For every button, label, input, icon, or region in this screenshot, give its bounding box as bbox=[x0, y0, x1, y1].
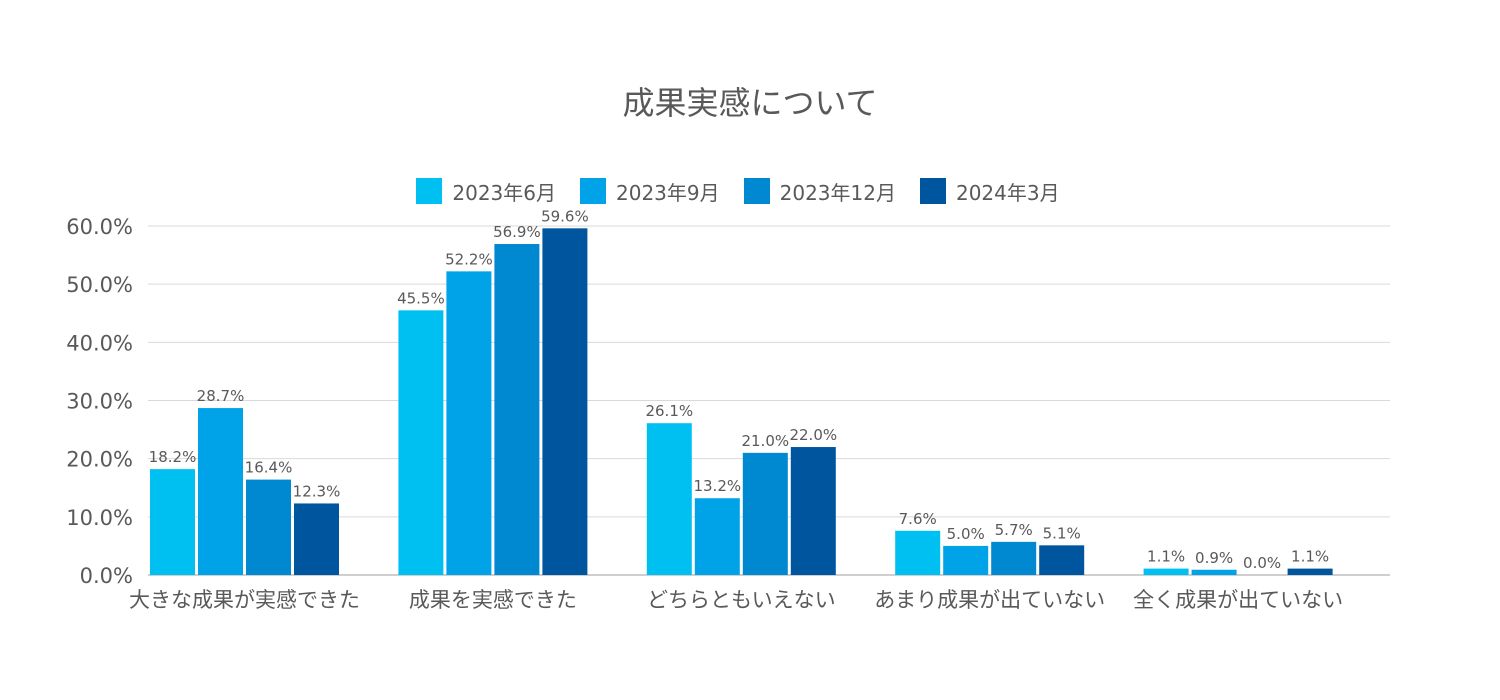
data-label: 52.2% bbox=[445, 250, 493, 268]
legend-swatch bbox=[743, 178, 770, 204]
data-label: 56.9% bbox=[493, 223, 541, 241]
legend-swatch bbox=[919, 178, 946, 204]
data-label: 28.7% bbox=[197, 387, 245, 405]
data-label: 22.0% bbox=[789, 426, 837, 444]
bar bbox=[150, 469, 195, 575]
data-label: 12.3% bbox=[293, 482, 341, 500]
y-tick-label: 10.0% bbox=[66, 506, 133, 530]
data-label: 45.5% bbox=[397, 289, 445, 307]
data-label: 21.0% bbox=[741, 432, 789, 450]
y-tick-label: 50.0% bbox=[66, 273, 133, 297]
bar bbox=[494, 244, 540, 575]
data-label: 59.6% bbox=[541, 207, 589, 225]
bar bbox=[398, 310, 444, 575]
bar bbox=[991, 541, 1037, 575]
legend: 2023年6月 2023年9月 2023年12月 2024年3月 bbox=[0, 175, 1500, 207]
x-tick-label: 全く成果が出ていない bbox=[1133, 588, 1343, 612]
y-tick-label: 30.0% bbox=[66, 390, 133, 414]
chart-title: 成果実感について bbox=[622, 84, 878, 122]
x-tick-label: 大きな成果が実感できた bbox=[129, 588, 360, 612]
y-tick-label: 40.0% bbox=[66, 331, 133, 355]
legend-item: 2024年3月 bbox=[919, 177, 1060, 206]
data-label: 18.2% bbox=[149, 448, 197, 466]
bar bbox=[446, 271, 492, 575]
legend-item: 2023年12月 bbox=[743, 177, 896, 206]
bar bbox=[943, 545, 989, 575]
data-label: 0.0% bbox=[1243, 554, 1281, 572]
x-tick-label: 成果を実感できた bbox=[409, 588, 577, 612]
legend-swatch bbox=[416, 178, 443, 204]
data-label: 5.7% bbox=[995, 521, 1033, 539]
data-label: 26.1% bbox=[645, 402, 693, 420]
data-label: 1.1% bbox=[1147, 548, 1185, 566]
bar bbox=[790, 447, 836, 575]
bar bbox=[246, 479, 291, 575]
bar bbox=[198, 408, 243, 575]
bar bbox=[1039, 545, 1085, 575]
data-label: 16.4% bbox=[245, 459, 293, 477]
data-label: 5.1% bbox=[1043, 524, 1081, 542]
legend-label: 2023年6月 bbox=[452, 180, 556, 205]
legend-item: 2023年9月 bbox=[580, 177, 720, 206]
bar bbox=[646, 423, 692, 575]
bar bbox=[694, 498, 740, 575]
legend-item: 2023年6月 bbox=[416, 177, 556, 206]
bar bbox=[294, 503, 339, 575]
data-label: 13.2% bbox=[693, 477, 741, 495]
bar bbox=[742, 452, 788, 575]
bar bbox=[1287, 568, 1333, 575]
y-tick-label: 20.0% bbox=[66, 448, 133, 472]
legend-label: 2023年12月 bbox=[779, 180, 896, 205]
data-label: 0.9% bbox=[1195, 549, 1233, 567]
y-tick-label: 60.0% bbox=[66, 215, 133, 239]
data-label: 1.1% bbox=[1291, 548, 1329, 566]
data-label: 5.0% bbox=[947, 525, 985, 543]
legend-label: 2023年9月 bbox=[616, 180, 720, 205]
legend-swatch bbox=[580, 178, 606, 204]
x-tick-label: あまり成果が出ていない bbox=[874, 588, 1105, 612]
bar bbox=[895, 530, 941, 575]
legend-label: 2024年3月 bbox=[955, 180, 1060, 205]
bar bbox=[542, 228, 588, 575]
data-label: 7.6% bbox=[899, 510, 937, 528]
y-tick-label: 0.0% bbox=[80, 564, 133, 588]
x-tick-label: どちらともいえない bbox=[647, 588, 836, 612]
bar bbox=[1191, 569, 1237, 575]
bar bbox=[1143, 568, 1189, 575]
